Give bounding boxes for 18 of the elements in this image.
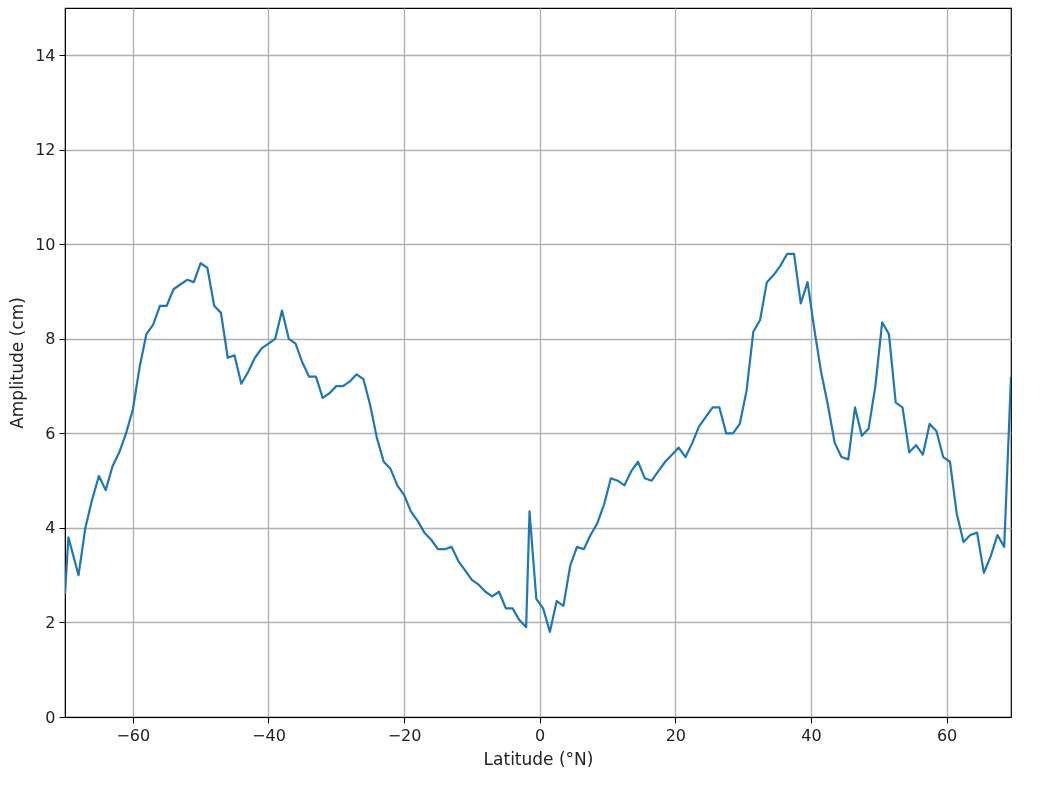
x-tick-label: 40 (801, 725, 822, 745)
x-tick-label: 20 (665, 725, 686, 745)
line-series (65, 252, 1011, 634)
x-tick-label: 0 (535, 725, 546, 745)
x-axis-title: Latitude (°N) (483, 748, 594, 769)
y-tick-label: 8 (45, 329, 56, 349)
x-tick-label: 60 (936, 725, 958, 745)
y-tick-label: 2 (45, 612, 56, 632)
y-tick-label: 12 (35, 140, 56, 160)
y-tick-label: 14 (35, 45, 56, 65)
x-tick-label: −40 (252, 725, 286, 745)
y-tick-label: 4 (45, 518, 56, 538)
y-tick-label: 0 (45, 707, 56, 727)
x-tick-label: −20 (387, 725, 422, 745)
y-tick-label: 6 (45, 423, 56, 443)
y-axis-title: Amplitude (cm) (7, 297, 28, 429)
y-tick-label: 10 (35, 234, 56, 254)
x-tick-label: −60 (116, 725, 151, 745)
